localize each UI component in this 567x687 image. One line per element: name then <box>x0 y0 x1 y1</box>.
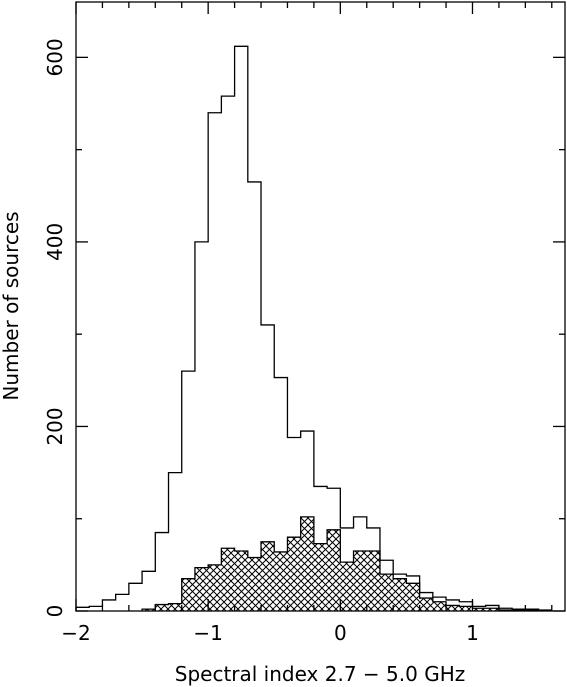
hatched-bar <box>287 537 301 611</box>
hatched-bar <box>168 603 182 611</box>
tick-labels: −2 −1 0 1 0 200 400 600 <box>43 38 479 645</box>
outline-bar <box>155 533 168 611</box>
hatched-bar <box>300 516 314 611</box>
y-tick-label: 400 <box>43 223 67 261</box>
x-tick-label: −1 <box>193 621 222 645</box>
x-axis-title: Spectral index 2.7 − 5.0 GHz <box>175 662 465 686</box>
outline-bar <box>102 600 115 611</box>
hatched-bar <box>274 551 288 611</box>
hatched-bar <box>194 567 209 611</box>
x-tick-label: 1 <box>466 621 479 645</box>
hatched-bar <box>353 551 367 611</box>
hatched-bar <box>472 608 486 611</box>
hatched-bar <box>459 606 473 611</box>
hatched-bar <box>340 562 354 611</box>
hatched-bar <box>327 529 341 611</box>
hatched-bar <box>432 601 447 611</box>
hatched-bar <box>181 578 195 611</box>
hatched-outline <box>141 516 540 611</box>
hatched-bar <box>419 598 433 611</box>
y-tick-label: 600 <box>43 38 67 76</box>
hatched-bar <box>366 551 380 611</box>
outline-bar <box>195 242 208 611</box>
hatched-bar <box>393 578 407 611</box>
outline-bar <box>89 606 102 611</box>
outline-bar <box>182 371 195 611</box>
outline-bar <box>129 583 142 611</box>
hatched-bar <box>261 541 275 611</box>
hatched-bar <box>406 583 420 611</box>
hatched-bar <box>446 605 460 611</box>
hatched-bar <box>208 564 222 611</box>
hatched-bar <box>234 551 248 611</box>
outline-bar <box>116 594 129 611</box>
hatched-bar <box>379 574 394 611</box>
x-tick-label: 0 <box>334 621 347 645</box>
hatched-bar <box>485 608 499 611</box>
outline-bar <box>221 96 234 611</box>
hatched-bar <box>247 557 262 611</box>
hatched-bar <box>155 604 169 611</box>
outline-bar <box>235 46 248 611</box>
hatched-bar <box>221 548 235 611</box>
hatched-bar <box>142 609 156 611</box>
x-tick-label: −2 <box>61 621 90 645</box>
outline-bar <box>248 182 261 611</box>
outline-bar <box>169 473 182 611</box>
axis-ticks <box>75 2 565 612</box>
hatched-series <box>141 516 540 611</box>
y-axis-title: Number of sources <box>0 211 23 400</box>
plot-frame <box>75 1 566 612</box>
outline-bar <box>208 113 221 611</box>
y-tick-label: 200 <box>43 407 67 445</box>
outline-bar <box>142 571 155 611</box>
y-tick-label: 0 <box>43 605 67 618</box>
hatched-bar <box>313 543 328 611</box>
